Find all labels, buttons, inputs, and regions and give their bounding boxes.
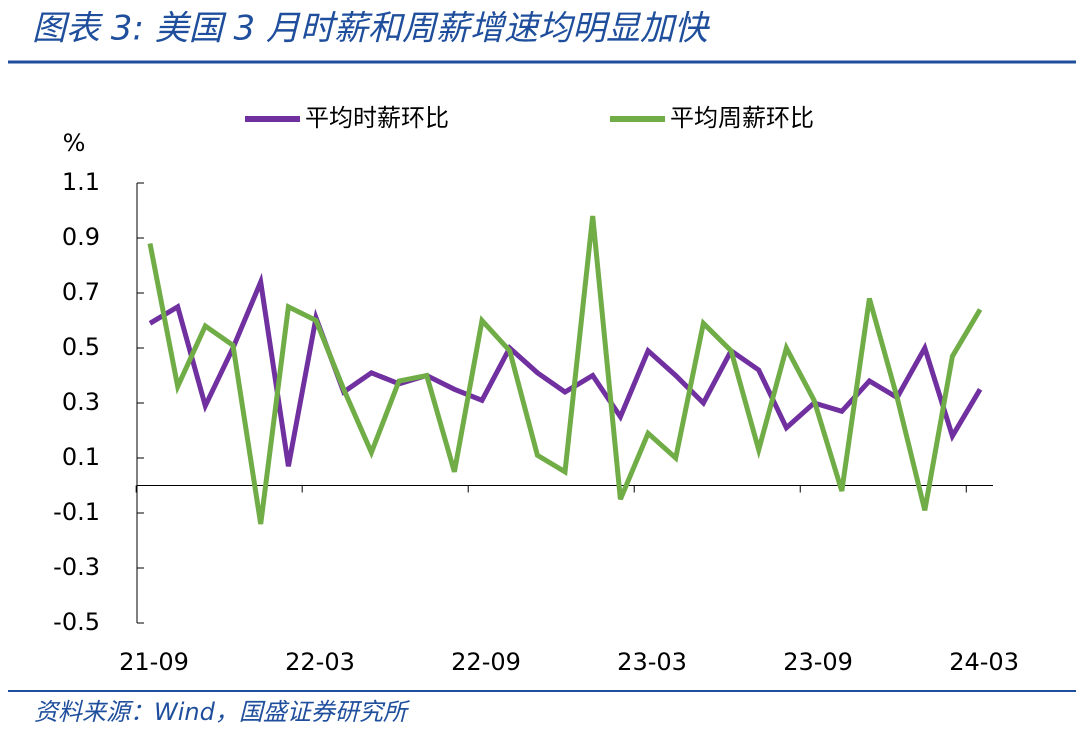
y-tick-label: 0.1 [62, 443, 100, 471]
y-tick-label: 0.9 [62, 223, 100, 251]
x-tick-label: 22-09 [451, 648, 521, 676]
y-tick-label: 0.7 [62, 278, 100, 306]
y-tick-label: -0.1 [53, 498, 100, 526]
y-tick-label: 0.5 [62, 333, 100, 361]
x-tick-label: 24-03 [949, 648, 1019, 676]
y-tick-label: -0.3 [53, 553, 100, 581]
x-tick-label: 23-03 [617, 648, 687, 676]
y-tick-label: -0.5 [53, 608, 100, 636]
series-line [148, 272, 983, 467]
y-tick-label: 0.3 [62, 388, 100, 416]
legend-label: 平均时薪环比 [305, 104, 449, 132]
source: 资料来源：Wind，国盛证券研究所 [34, 698, 411, 726]
y-axis-label: % [63, 129, 86, 157]
x-tick-label: 22-03 [285, 648, 355, 676]
x-tick-label: 21-09 [119, 648, 189, 676]
y-tick-label: 1.1 [62, 168, 100, 196]
legend-label: 平均周薪环比 [670, 104, 814, 132]
series-line [147, 215, 983, 525]
chart-title: 图表 3: 美国 3 月时薪和周薪增速均明显加快 [32, 9, 711, 49]
x-tick-label: 23-09 [783, 648, 853, 676]
